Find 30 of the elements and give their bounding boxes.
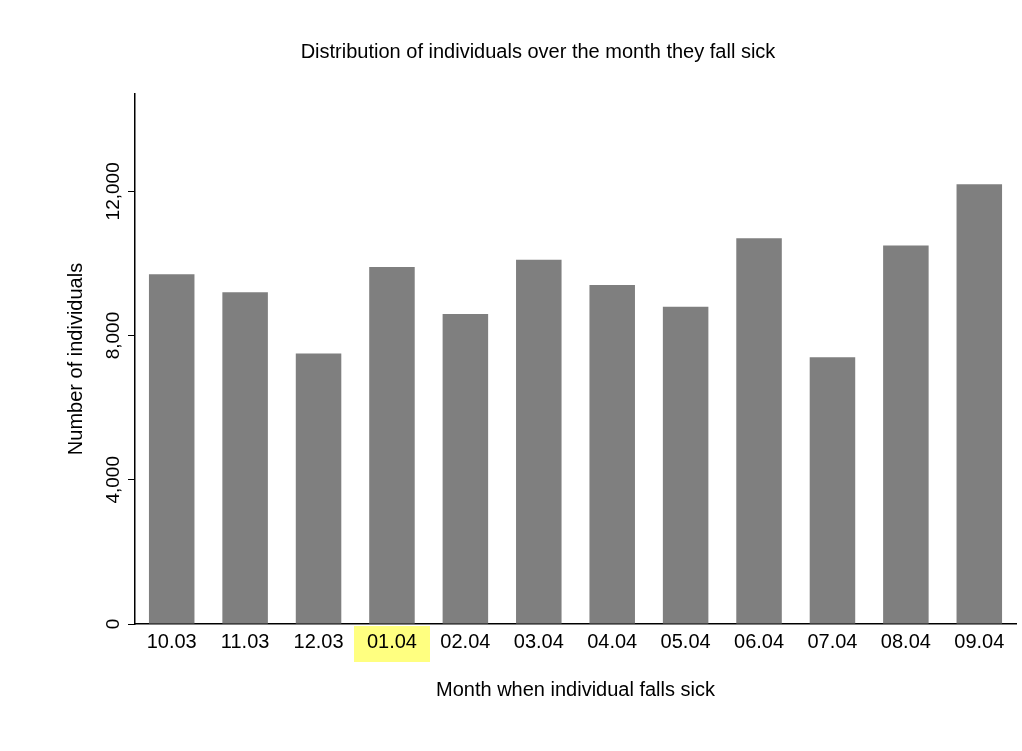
x-tick-label: 05.04 (660, 629, 711, 652)
chart-title: Distribution of individuals over the month they fall sick (300, 39, 777, 62)
y-axis-title: Number of individuals (63, 262, 86, 456)
bar (516, 259, 562, 624)
bar (883, 245, 929, 624)
x-tick-label: 03.04 (513, 629, 564, 652)
y-tick-label: 12,000 (101, 162, 123, 221)
bar (809, 357, 856, 624)
x-tick-label: 01.04 (366, 629, 417, 652)
x-tick-label: 04.04 (587, 629, 638, 652)
bar (662, 306, 709, 624)
bar (295, 353, 342, 624)
x-tick-label: 12.03 (293, 629, 344, 652)
bar (222, 292, 268, 624)
bar (956, 184, 1003, 624)
y-tick-label: 8,000 (101, 311, 123, 360)
bar (442, 313, 489, 624)
bar (589, 285, 635, 624)
bar (148, 274, 195, 624)
bar (736, 238, 782, 624)
x-tick-label: 11.03 (220, 629, 270, 652)
x-tick-label: 07.04 (807, 629, 858, 652)
y-tick-label: 0 (101, 618, 123, 630)
x-axis-title: Month when individual falls sick (435, 677, 717, 700)
x-tick-label: 06.04 (734, 629, 785, 652)
x-tick-label: 02.04 (440, 629, 491, 652)
x-tick-label: 10.03 (146, 629, 197, 652)
y-tick-label: 4,000 (101, 456, 123, 504)
x-tick-label: 09.04 (954, 629, 1005, 652)
x-tick-label: 08.04 (880, 629, 931, 652)
